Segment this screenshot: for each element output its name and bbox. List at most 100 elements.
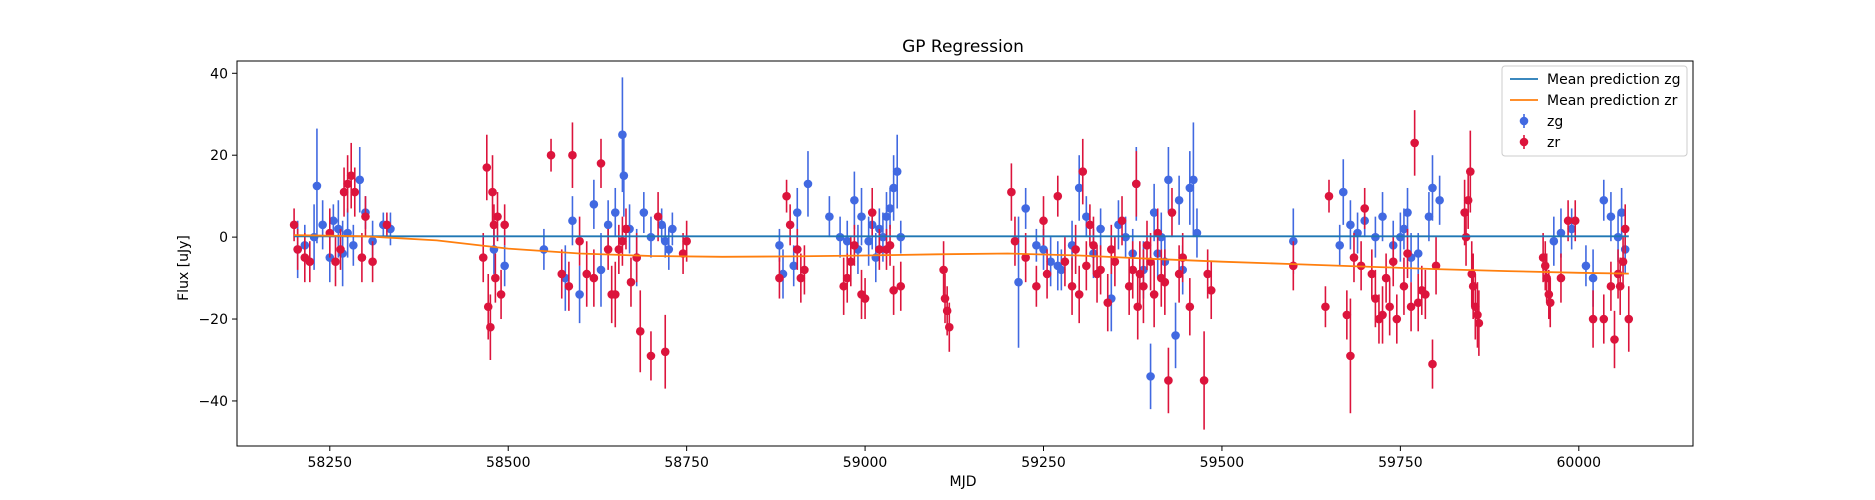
data-point-zg xyxy=(1082,212,1091,221)
data-point-zr xyxy=(1089,241,1098,250)
data-point-zr xyxy=(1410,138,1419,148)
data-point-zg xyxy=(1549,236,1559,246)
data-point-zr xyxy=(1107,245,1116,254)
data-point-zg xyxy=(1606,212,1616,221)
data-point-zr xyxy=(1199,376,1209,385)
data-point-zr xyxy=(1620,224,1630,234)
data-point-zg xyxy=(619,171,629,180)
data-point-zg xyxy=(1021,204,1030,213)
data-point-zg xyxy=(1039,245,1048,254)
data-point-zr xyxy=(564,281,574,291)
line-mean-prediction-zr xyxy=(294,234,1629,275)
data-point-zr xyxy=(491,273,500,283)
data-point-zg xyxy=(349,241,358,250)
data-point-zr xyxy=(339,187,349,197)
data-point-zr xyxy=(1556,273,1566,283)
data-point-zr xyxy=(850,241,859,250)
data-point-zg xyxy=(312,181,322,191)
plot-frame xyxy=(236,60,1694,447)
data-point-zr xyxy=(1413,298,1423,307)
data-point-zg xyxy=(882,212,891,221)
data-point-zr xyxy=(1392,314,1402,324)
data-point-zr xyxy=(496,290,506,299)
x-tick-label: 58500 xyxy=(486,455,531,471)
data-point-zg xyxy=(1164,175,1173,185)
data-point-zr xyxy=(1463,195,1473,205)
data-point-zg xyxy=(1581,261,1591,271)
data-point-zg xyxy=(1346,220,1355,230)
data-point-zr xyxy=(1606,281,1616,291)
data-point-zr xyxy=(596,159,606,168)
data-point-zr xyxy=(1371,294,1380,303)
y-tick-label: −20 xyxy=(198,312,228,328)
data-point-zg xyxy=(639,208,649,217)
data-point-zr xyxy=(944,322,954,332)
legend-swatch-marker xyxy=(1519,137,1529,147)
data-point-zr xyxy=(785,220,795,230)
data-point-zr xyxy=(1289,261,1298,271)
data-point-zg xyxy=(1413,249,1423,258)
data-point-zr xyxy=(1110,257,1120,266)
data-point-zr xyxy=(1174,269,1184,279)
legend: Mean prediction zg Mean prediction zr zg zr xyxy=(1501,65,1688,157)
data-point-zr xyxy=(500,220,509,230)
data-point-zr xyxy=(1082,261,1091,271)
data-point-zr xyxy=(610,290,620,299)
legend-swatch-marker xyxy=(1519,116,1529,126)
data-point-zg xyxy=(792,208,802,217)
data-point-zg xyxy=(1014,277,1023,287)
data-point-zr xyxy=(1096,265,1105,275)
data-point-zr xyxy=(1466,167,1475,176)
y-tick-label: 20 xyxy=(210,148,228,164)
data-point-zr xyxy=(289,220,299,230)
data-point-zr xyxy=(293,245,302,254)
x-tick-label: 59250 xyxy=(1021,455,1066,471)
data-point-zg xyxy=(1567,224,1576,234)
data-point-zr xyxy=(618,236,627,246)
data-point-zr xyxy=(568,150,577,160)
data-point-zr xyxy=(1078,167,1088,176)
data-point-zr xyxy=(368,257,377,266)
data-point-zr xyxy=(1032,281,1041,291)
data-point-zg xyxy=(1146,372,1155,381)
data-point-zr xyxy=(842,273,852,283)
data-point-zg xyxy=(1046,257,1055,266)
data-point-zg xyxy=(850,195,859,205)
data-point-zr xyxy=(1153,228,1163,238)
data-point-zr xyxy=(1133,302,1143,312)
data-point-zg xyxy=(1192,228,1202,238)
data-point-zg xyxy=(318,220,327,230)
data-point-zr xyxy=(486,322,495,332)
data-point-zg xyxy=(539,245,549,254)
data-point-zr xyxy=(1117,216,1127,226)
data-point-zg xyxy=(568,216,577,226)
data-point-zg xyxy=(1185,183,1195,193)
data-point-zg xyxy=(575,290,584,299)
data-point-zr xyxy=(940,294,950,303)
data-point-zr xyxy=(1403,249,1412,258)
data-point-zr xyxy=(621,224,631,234)
data-point-zg xyxy=(668,224,677,234)
data-point-zr xyxy=(1103,298,1113,307)
data-point-zr xyxy=(846,257,856,266)
data-point-zg xyxy=(596,265,606,275)
data-point-zr xyxy=(575,236,584,246)
data-point-zr xyxy=(1135,269,1145,279)
data-point-zg xyxy=(803,179,813,189)
data-point-zg xyxy=(857,212,866,221)
data-point-zr xyxy=(860,294,870,303)
data-point-zr xyxy=(488,187,497,197)
data-point-zr xyxy=(382,220,392,230)
data-point-zg xyxy=(1556,228,1566,238)
data-point-zr xyxy=(1428,359,1437,369)
data-point-zg xyxy=(660,236,670,246)
data-point-zr xyxy=(1139,281,1148,291)
data-point-zr xyxy=(1124,281,1134,291)
series-zr xyxy=(289,110,1634,430)
data-point-zg xyxy=(1435,195,1444,205)
data-point-zr xyxy=(305,257,315,266)
data-point-zg xyxy=(1096,224,1105,234)
data-point-zr xyxy=(1164,376,1173,385)
data-point-zr xyxy=(1406,302,1416,312)
data-point-zg xyxy=(589,200,599,209)
